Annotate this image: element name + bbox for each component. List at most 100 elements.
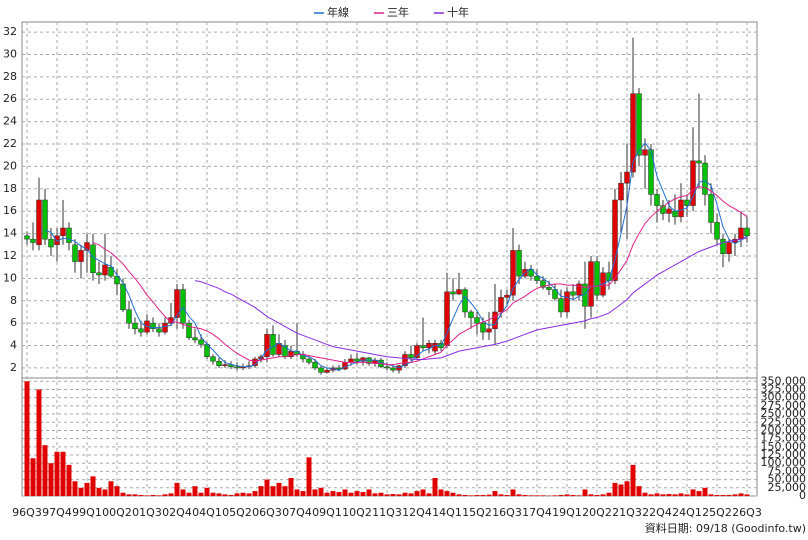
- x-tick-label: 16Q3: [492, 506, 522, 519]
- candle-body: [516, 250, 522, 277]
- volume-bar: [528, 495, 534, 496]
- y-tick-label: 12: [3, 249, 17, 262]
- volume-bar: [252, 491, 258, 496]
- candle-body: [426, 343, 432, 349]
- volume-bar: [240, 492, 246, 496]
- volume-bar: [144, 495, 150, 496]
- volume-bar: [618, 484, 624, 496]
- candle-body: [660, 205, 666, 214]
- volume-bar: [720, 495, 726, 496]
- volume-bar: [192, 486, 198, 496]
- candle-body: [216, 360, 222, 366]
- candle-body: [348, 358, 354, 363]
- candle-body: [42, 199, 48, 240]
- volume-bar: [738, 493, 744, 496]
- candle-body: [402, 354, 408, 366]
- legend-label: 年線: [327, 5, 349, 19]
- y-tick-label: 25,000: [768, 481, 807, 494]
- volume-bar: [654, 493, 660, 496]
- volume-bar: [228, 495, 234, 496]
- candle-body: [630, 93, 636, 173]
- candle-body: [60, 227, 66, 237]
- x-tick-label: 17Q4: [522, 506, 552, 519]
- volume-bar: [456, 494, 462, 496]
- y-tick-label: 200,000: [761, 423, 807, 436]
- volume-bar: [174, 482, 180, 496]
- volume-bar: [210, 492, 216, 496]
- candle-body: [180, 289, 186, 324]
- volume-bar: [624, 481, 630, 496]
- volume-bar: [372, 493, 378, 496]
- volume-bar: [312, 489, 318, 496]
- volume-bar: [342, 489, 348, 496]
- volume-bar: [66, 464, 72, 496]
- candle-body: [120, 283, 126, 310]
- volume-bar: [732, 494, 738, 496]
- candle-body: [666, 208, 672, 214]
- candle-body: [498, 297, 504, 313]
- volume-bar: [432, 477, 438, 496]
- volume-bar: [684, 494, 690, 496]
- x-tick-label: 97Q4: [42, 506, 72, 519]
- candle-body: [66, 227, 72, 243]
- candle-body: [306, 358, 312, 363]
- candle-body: [264, 334, 270, 357]
- volume-bar: [510, 489, 516, 496]
- x-tick-label: 14Q1: [432, 506, 462, 519]
- volume-bar: [360, 492, 366, 496]
- candle-body: [654, 194, 660, 206]
- volume-bar: [348, 492, 354, 496]
- volume-bar: [246, 493, 252, 496]
- volume-bar: [690, 489, 696, 496]
- candle-body: [198, 339, 204, 345]
- candle-body: [480, 322, 486, 333]
- volume-bar: [672, 494, 678, 496]
- volume-bar: [204, 487, 210, 496]
- volume-bar: [282, 486, 288, 496]
- volume-bar: [162, 494, 168, 496]
- volume-bar: [492, 491, 498, 496]
- x-tick-label: 06Q3: [252, 506, 282, 519]
- volume-bar: [702, 487, 708, 496]
- volume-bar: [300, 491, 306, 496]
- candle-body: [708, 194, 714, 223]
- volume-bar: [696, 491, 702, 496]
- volume-bar: [324, 492, 330, 496]
- volume-bar: [438, 489, 444, 496]
- candle-body: [510, 250, 516, 296]
- volume-bar: [582, 489, 588, 496]
- volume-bar: [564, 494, 570, 496]
- candle-body: [324, 369, 330, 373]
- volume-bar: [198, 492, 204, 496]
- volume-bar: [378, 492, 384, 496]
- y-tick-label: 0: [799, 489, 806, 502]
- candle-body: [384, 366, 390, 369]
- candle-body: [690, 160, 696, 206]
- y-tick-label: 100,000: [761, 456, 807, 469]
- candle-body: [276, 343, 282, 355]
- volume-bar: [36, 389, 42, 496]
- candle-body: [474, 317, 480, 324]
- volume-bar: [108, 481, 114, 496]
- legend-label: 十年: [447, 5, 469, 19]
- volume-bar: [540, 495, 546, 496]
- candle-body: [270, 334, 276, 355]
- x-tick-label: 04Q1: [192, 506, 222, 519]
- candle-body: [576, 283, 582, 296]
- candle-body: [72, 244, 78, 262]
- candle-body: [210, 356, 216, 362]
- candle-body: [126, 309, 132, 324]
- volume-bar: [534, 495, 540, 496]
- volume-bar: [570, 495, 576, 496]
- y-tick-label: 28: [3, 70, 17, 83]
- candle-body: [108, 266, 114, 277]
- candle-body: [726, 242, 732, 254]
- volume-bar: [318, 487, 324, 496]
- volume-bar: [444, 491, 450, 496]
- volume-bar: [306, 457, 312, 496]
- volume-bar: [126, 494, 132, 496]
- volume-bar: [660, 494, 666, 496]
- y-tick-label: 250,000: [761, 407, 807, 420]
- volume-bar: [714, 495, 720, 496]
- volume-bar: [30, 458, 36, 496]
